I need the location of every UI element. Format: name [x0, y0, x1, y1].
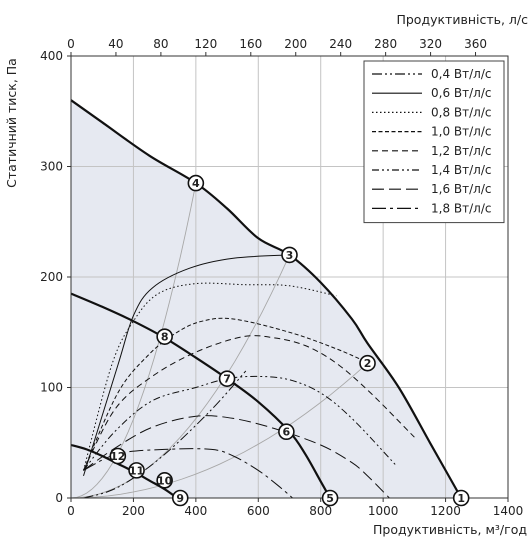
point-marker	[321, 489, 339, 507]
legend-box	[363, 60, 505, 224]
point-label: 3	[286, 249, 294, 262]
x2-tick-label: 240	[329, 37, 352, 51]
point-marker	[187, 174, 205, 192]
x-tick-label: 800	[309, 504, 332, 518]
legend-label: 1,8 Вт/л/с	[431, 201, 491, 215]
x2-tick-label: 120	[194, 37, 217, 51]
x2-tick-label: 280	[374, 37, 397, 51]
point-label: 5	[326, 492, 334, 505]
point-marker	[171, 489, 189, 507]
x2-tick-label: 360	[464, 37, 487, 51]
series-line	[83, 370, 247, 499]
point-label: 8	[161, 331, 169, 344]
legend-label: 1,6 Вт/л/с	[431, 182, 491, 196]
point-label: 11	[129, 464, 144, 477]
series-line	[83, 375, 396, 471]
legend: 0,4 Вт/л/с 0,6 Вт/л/с 0,8 Вт/л/с 1,0 Вт/л/с…	[363, 60, 505, 224]
operating-area	[71, 100, 462, 498]
point-marker	[218, 370, 236, 387]
x-axis-title: Продуктивність, м³/год	[373, 522, 527, 537]
point-marker	[156, 328, 173, 345]
system-curves	[70, 183, 368, 499]
point-label: 7	[223, 373, 231, 386]
series-line	[83, 335, 415, 471]
x2-tick-label: 200	[284, 37, 307, 51]
y-tick-label: 400	[40, 49, 63, 63]
point-marker	[359, 354, 376, 372]
y-tick-label: 100	[40, 381, 63, 395]
x-tick-label: 0	[67, 504, 75, 518]
x2-axis-title: Продуктивність, л/с	[396, 12, 528, 27]
series-line	[83, 448, 293, 499]
point-label: 4	[192, 177, 200, 190]
x2-tick-label: 40	[108, 37, 123, 51]
series-line	[83, 317, 365, 471]
legend-label: 1,4 Вт/л/с	[431, 163, 491, 177]
x2-tick-label: 320	[419, 37, 442, 51]
system-curve	[70, 362, 368, 499]
efficiency-series	[83, 254, 415, 499]
point-label: 6	[283, 426, 291, 439]
series-line	[83, 415, 390, 499]
point-marker	[278, 423, 295, 441]
legend-label: 0,6 Вт/л/с	[431, 86, 491, 100]
legend-label: 1,0 Вт/л/с	[431, 125, 491, 139]
point-label: 9	[176, 492, 184, 505]
point-label: 12	[110, 450, 125, 463]
x-tick-label: 1400	[493, 504, 524, 518]
x-tick-label: 400	[184, 504, 207, 518]
legend-label: 0,4 Вт/л/с	[431, 67, 491, 81]
point-marker	[452, 489, 470, 507]
point-label: 1	[457, 492, 465, 505]
x2-tick-label: 160	[239, 37, 262, 51]
x-tick-label: 200	[122, 504, 145, 518]
operating-area-fill	[71, 100, 462, 498]
point-label: 2	[364, 357, 372, 370]
point-marker	[156, 472, 173, 489]
system-curve	[70, 254, 290, 499]
y-tick-label: 200	[40, 270, 63, 284]
x2-tick-label: 0	[67, 37, 75, 51]
y-tick-label: 0	[55, 491, 63, 505]
point-marker	[281, 246, 298, 264]
legend-label: 0,8 Вт/л/с	[431, 105, 491, 119]
x-tick-label: 1000	[368, 504, 399, 518]
x2-tick-label: 80	[153, 37, 168, 51]
point-label: 10	[157, 474, 173, 487]
series-line	[83, 254, 290, 477]
x-tick-label: 1200	[430, 504, 461, 518]
point-marker	[109, 447, 127, 465]
point-marker	[128, 462, 145, 479]
series-line	[83, 282, 337, 471]
x-tick-label: 600	[247, 504, 270, 518]
legend-label: 1,2 Вт/л/с	[431, 144, 491, 158]
y-axis-title: Статичний тиск, Па	[4, 58, 19, 188]
system-curve	[70, 183, 197, 499]
y-tick-label: 300	[40, 160, 63, 174]
